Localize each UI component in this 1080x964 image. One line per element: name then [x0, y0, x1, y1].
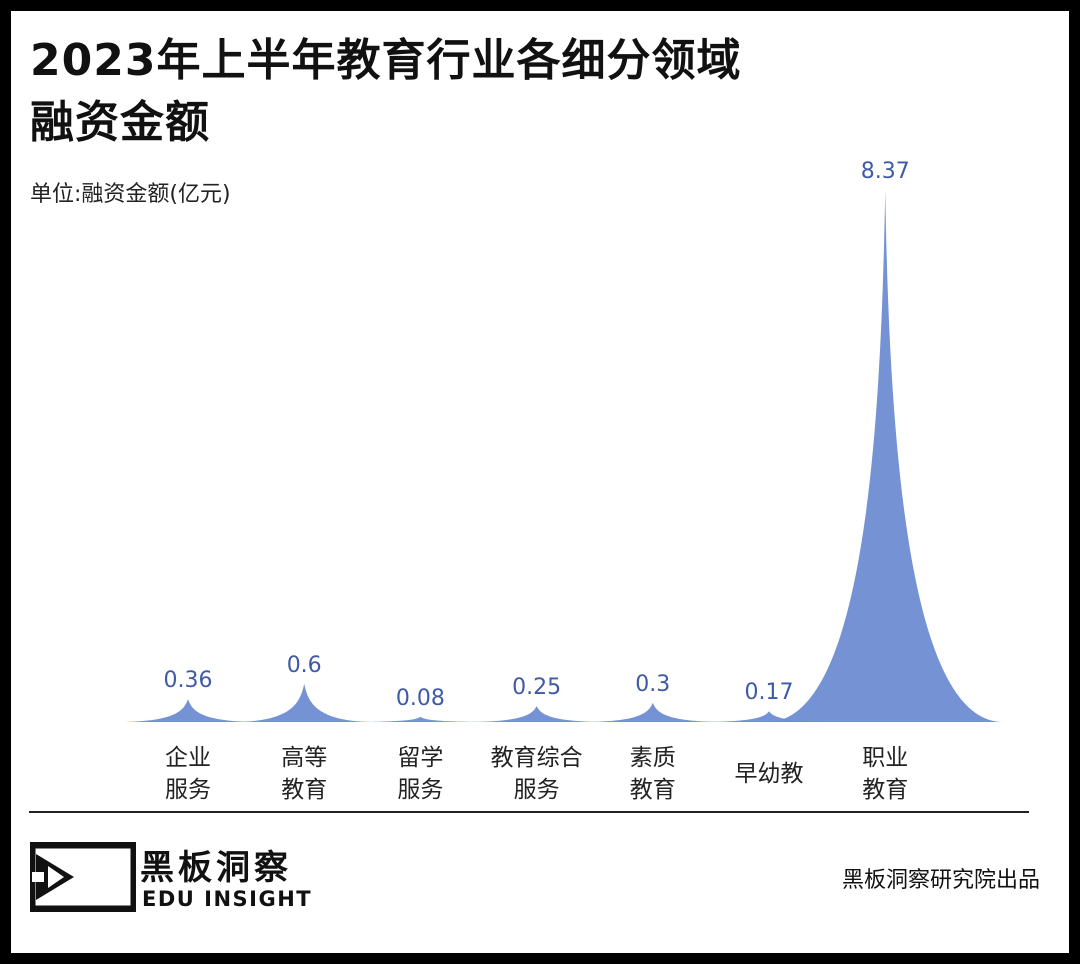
spike-mark [116, 699, 260, 722]
spike-mark [580, 702, 725, 722]
value-label: 0.08 [396, 686, 445, 711]
category-label: 教育 [281, 777, 327, 803]
chart-title: 2023年上半年教育行业各细分领域 融资金额 [30, 30, 930, 154]
value-label: 0.6 [287, 653, 322, 678]
spike-mark [464, 706, 609, 722]
category-label: 服务 [165, 777, 211, 803]
category-label: 服务 [397, 777, 443, 803]
footer-divider [29, 811, 1029, 813]
category-label: 教育综合 [491, 745, 583, 771]
brand-name-cn: 黑板洞察 [140, 848, 292, 888]
category-label: 服务 [514, 777, 560, 803]
category-label: 职业 [862, 745, 908, 771]
spike-mark [697, 711, 841, 722]
brand-name-en: EDU INSIGHT [142, 887, 313, 911]
category-label: 教育 [862, 777, 908, 803]
category-label: 教育 [630, 777, 676, 803]
value-label: 8.37 [861, 159, 910, 184]
edu-insight-logo-icon [30, 842, 136, 912]
spike-mark [348, 716, 493, 722]
unit-label: 单位:融资金额(亿元) [30, 182, 231, 207]
category-label: 早幼教 [735, 761, 804, 787]
title-line-1: 2023年上半年教育行业各细分领域 [30, 35, 742, 86]
title-line-2: 融资金额 [30, 97, 210, 148]
value-label: 0.25 [512, 675, 561, 700]
spike-mark [232, 683, 377, 722]
value-label: 0.3 [635, 672, 670, 697]
category-label: 素质 [630, 745, 676, 771]
category-label: 企业 [165, 745, 211, 771]
value-label: 0.17 [745, 680, 794, 705]
spike-mark [767, 190, 1004, 722]
credit-text: 黑板洞察研究院出品 [841, 868, 1040, 893]
category-label: 留学 [397, 745, 443, 771]
category-label: 高等 [281, 745, 327, 771]
value-label: 0.36 [164, 668, 213, 693]
